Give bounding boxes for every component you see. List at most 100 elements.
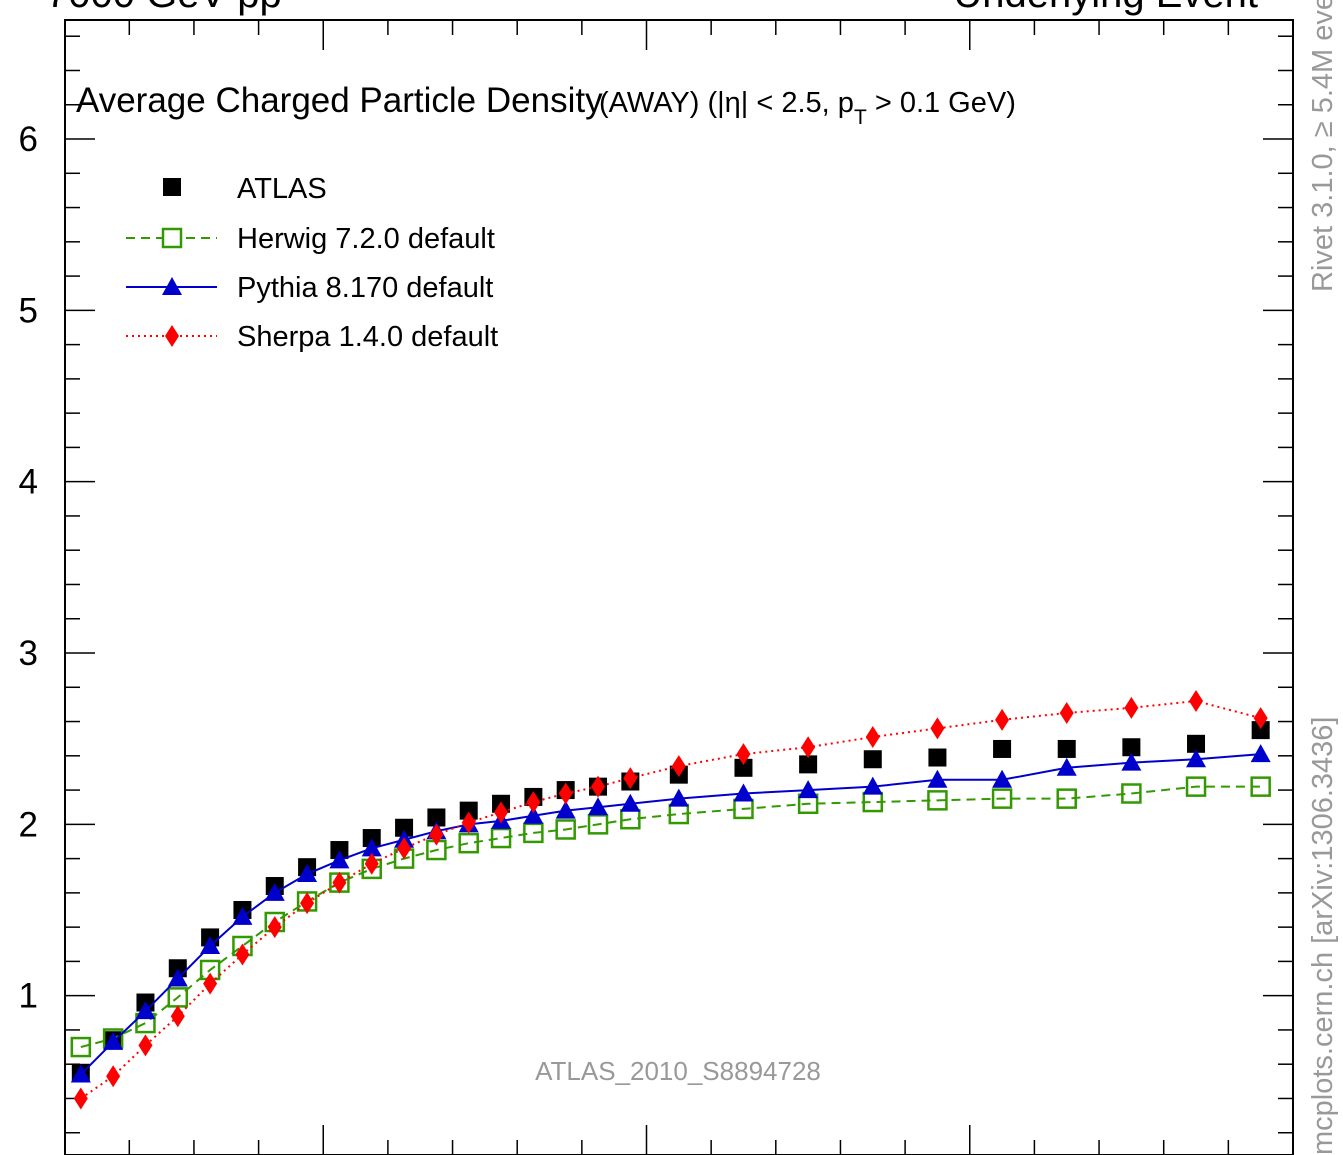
data-point bbox=[801, 736, 816, 759]
data-point bbox=[1186, 749, 1207, 768]
data-point bbox=[427, 808, 446, 827]
data-point bbox=[863, 750, 882, 769]
data-point bbox=[264, 882, 285, 901]
y-tick-label: 5 bbox=[19, 291, 38, 330]
series-layer bbox=[70, 689, 1271, 1110]
data-point bbox=[623, 767, 638, 790]
data-point bbox=[526, 791, 541, 814]
chart-title-main: Average Charged Particle Density bbox=[76, 81, 603, 120]
plot-frame bbox=[64, 19, 1294, 1155]
legend-label-atlas: ATLAS bbox=[237, 173, 327, 205]
header-right: Underlying Event bbox=[953, 0, 1258, 16]
data-point bbox=[361, 838, 382, 857]
data-point bbox=[362, 829, 381, 848]
data-point bbox=[1056, 757, 1077, 776]
data-point bbox=[332, 871, 347, 894]
data-point bbox=[591, 775, 606, 798]
data-point bbox=[862, 776, 883, 795]
legend-item-pythia: Pythia 8.170 default bbox=[126, 272, 493, 304]
legend-marker-atlas bbox=[163, 178, 181, 196]
data-point bbox=[620, 793, 641, 812]
data-point bbox=[1250, 744, 1271, 763]
data-point bbox=[1253, 707, 1268, 730]
data-point bbox=[458, 832, 479, 854]
data-point bbox=[1189, 689, 1204, 712]
data-point bbox=[1122, 738, 1141, 757]
chart-title-suffix-subscript: T bbox=[854, 106, 867, 129]
legend-label-herwig: Herwig 7.2.0 default bbox=[237, 223, 495, 255]
data-point bbox=[993, 739, 1012, 758]
data-point bbox=[300, 892, 315, 915]
series-line bbox=[80, 785, 1261, 1049]
data-point bbox=[928, 748, 947, 767]
data-point bbox=[203, 972, 218, 995]
y-axis-ticks bbox=[65, 35, 1293, 1134]
data-point bbox=[1250, 776, 1271, 797]
data-point bbox=[523, 822, 544, 844]
data-point bbox=[1121, 752, 1142, 771]
y-tick-label: 4 bbox=[19, 463, 38, 502]
series-2 bbox=[70, 744, 1271, 1083]
y-tick-label: 3 bbox=[19, 634, 38, 673]
data-point bbox=[297, 864, 318, 883]
legend-item-sherpa: Sherpa 1.4.0 default bbox=[126, 321, 498, 353]
data-point bbox=[329, 850, 350, 869]
y-tick-label: 6 bbox=[19, 120, 38, 159]
data-point bbox=[927, 769, 948, 788]
chart-title-suffix-end: > 0.1 GeV) bbox=[867, 87, 1016, 119]
data-point bbox=[991, 788, 1013, 809]
data-point bbox=[1057, 739, 1076, 758]
legend-label-pythia: Pythia 8.170 default bbox=[237, 272, 493, 304]
data-point bbox=[232, 906, 253, 925]
data-point bbox=[494, 801, 509, 824]
data-point bbox=[459, 801, 478, 820]
data-point bbox=[397, 837, 412, 860]
data-point bbox=[490, 827, 512, 849]
data-point bbox=[558, 782, 573, 805]
series-3 bbox=[73, 689, 1268, 1110]
data-point bbox=[200, 935, 221, 954]
y-tick-label: 2 bbox=[19, 805, 38, 844]
data-point bbox=[733, 783, 754, 802]
data-point bbox=[865, 725, 880, 748]
data-point bbox=[1185, 776, 1207, 797]
data-point bbox=[330, 841, 349, 860]
data-point bbox=[734, 758, 753, 777]
data-point bbox=[668, 788, 689, 807]
series-1 bbox=[70, 776, 1271, 1058]
legend-item-atlas: ATLAS bbox=[163, 173, 327, 205]
series-line bbox=[80, 699, 1261, 1100]
data-point bbox=[1124, 696, 1139, 719]
legend-label-sherpa: Sherpa 1.4.0 default bbox=[237, 321, 498, 353]
data-point bbox=[1056, 788, 1077, 809]
data-point bbox=[267, 916, 282, 939]
legend: ATLAS Herwig 7.2.0 default Pythia 8.170 … bbox=[126, 173, 498, 353]
data-point bbox=[799, 755, 818, 774]
data-point bbox=[927, 790, 948, 811]
data-point bbox=[70, 1036, 92, 1058]
data-point bbox=[1187, 734, 1206, 753]
legend-item-herwig: Herwig 7.2.0 default bbox=[126, 223, 495, 255]
data-point bbox=[1121, 783, 1142, 804]
chart-title: Average Charged Particle Density (AWAY) … bbox=[76, 81, 1016, 129]
side-label-bottom: mcplots.cern.ch [arXiv:1306.3436] bbox=[1307, 717, 1339, 1155]
chart-title-suffix: (AWAY) (|η| < 2.5, pT > 0.1 GeV) bbox=[599, 87, 1016, 129]
side-label-top: Rivet 3.1.0, ≥ 5.4M events bbox=[1307, 0, 1339, 292]
legend-marker-sherpa bbox=[165, 325, 179, 347]
data-point bbox=[167, 968, 188, 987]
series-line bbox=[80, 753, 1261, 1076]
data-point bbox=[70, 1064, 91, 1083]
series-0 bbox=[71, 721, 1270, 1082]
data-point bbox=[429, 823, 444, 846]
data-point bbox=[1059, 701, 1074, 724]
data-point bbox=[138, 1034, 153, 1057]
legend-marker-pythia bbox=[162, 277, 182, 295]
data-point bbox=[555, 800, 576, 819]
data-point bbox=[798, 780, 819, 799]
data-point bbox=[73, 1087, 88, 1110]
data-point bbox=[992, 769, 1013, 788]
data-point bbox=[995, 708, 1010, 731]
chart-title-suffix-main: (AWAY) (|η| < 2.5, p bbox=[599, 87, 854, 119]
data-point bbox=[1251, 721, 1270, 740]
